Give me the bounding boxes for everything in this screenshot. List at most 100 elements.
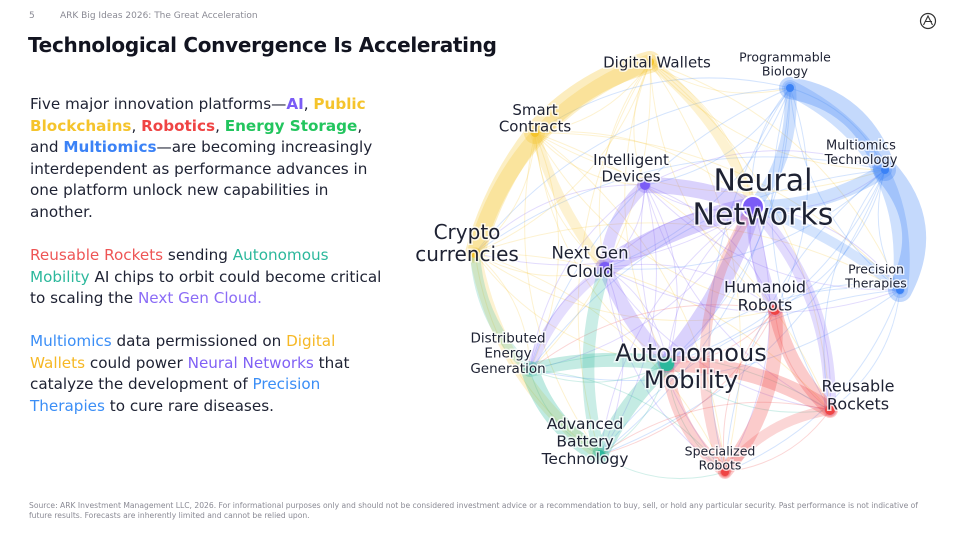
edge-wallets-contracts: [534, 61, 651, 134]
p1-comma3: ,: [215, 116, 225, 135]
edge-humanoid-robots: [718, 303, 783, 479]
edge-devices-robots: [640, 184, 726, 473]
edge-crypto-battery: [474, 252, 601, 456]
p3-multiomics: Multiomics: [30, 332, 112, 350]
node-label-multitech: Multiomics Technology: [824, 138, 898, 168]
edge-devices-neural: [644, 184, 754, 211]
p3-neural: Neural Networks: [187, 353, 314, 372]
edge-precision-energygen: [529, 289, 901, 381]
deck-title: ARK Big Ideas 2026: The Great Accelerati…: [60, 11, 258, 21]
edge-wallets-cloud: [598, 61, 651, 269]
node-dot-multitech: [881, 166, 889, 174]
edge-energygen-battery: [521, 361, 609, 464]
edge-contracts-crypto: [474, 132, 536, 254]
edge-contracts-energygen: [529, 132, 560, 371]
p1-multiomics: Multiomics: [63, 138, 157, 157]
edge-precision-mobility: [666, 287, 901, 365]
node-dot-cloud: [599, 262, 611, 274]
edge-neural-battery: [599, 206, 754, 456]
edge-neural-mobility: [666, 206, 754, 365]
edge-cloud-mobility: [598, 261, 674, 371]
p1-intro: Five major innovation platforms—: [30, 95, 287, 113]
edge-crypto-humanoid: [474, 252, 776, 322]
edge-neural-mobility: [658, 198, 762, 373]
edge-wallets-multitech: [649, 61, 886, 171]
node-wallets: Digital Wallets: [602, 52, 713, 73]
edge-cloud-rockets: [604, 267, 831, 411]
edge-rockets-battery: [599, 401, 831, 456]
paragraph-multiomics: Multiomics data permissioned on Digital …: [30, 331, 390, 417]
edge-devices-energygen: [529, 184, 646, 371]
p2-cloud: Next Gen Cloud.: [137, 289, 262, 308]
node-dot-humanoid: [770, 305, 780, 315]
edge-cloud-battery: [599, 267, 624, 456]
node-rockets: Reusable Rockets: [820, 375, 896, 415]
edge-neural-crypto: [474, 206, 754, 266]
p1-ai: AI: [286, 95, 304, 113]
p3-wallets: Digital Wallets: [30, 332, 336, 372]
node-label-humanoid: Humanoid Robots: [724, 278, 806, 315]
node-dot-wallets: [646, 58, 654, 66]
p1-robotics: Robotics: [141, 116, 216, 135]
edge-biology-devices: [644, 87, 791, 186]
edge-wallets-rockets: [649, 61, 831, 411]
edge-multitech-precision: [873, 158, 927, 302]
edge-devices-precision: [644, 184, 901, 291]
edge-mobility-battery: [599, 363, 668, 456]
edge-contracts-battery: [524, 132, 601, 456]
edge-contracts-devices: [534, 132, 646, 186]
node-dot-energygen: [526, 366, 534, 374]
ark-logo-icon: [919, 12, 937, 30]
edge-wallets-precision: [649, 61, 901, 291]
edge-crypto-robots: [474, 252, 726, 473]
node-contracts: Smart Contracts: [497, 99, 573, 137]
edge-multitech-robots: [724, 169, 886, 473]
edge-precision-battery: [599, 289, 901, 456]
edge-devices-crypto: [474, 184, 646, 254]
edge-energygen-mobility: [529, 363, 668, 383]
edge-neural-multitech: [746, 163, 892, 215]
edge-rockets-robots: [720, 405, 835, 477]
edge-biology-neural: [751, 87, 791, 208]
edge-contracts-neural: [534, 131, 754, 208]
p1-comma2: ,: [131, 116, 142, 135]
edge-neural-rockets: [747, 201, 837, 416]
edge-neural-robots: [724, 206, 771, 473]
edge-humanoid-rockets: [774, 309, 831, 411]
edge-cloud-robots: [604, 267, 726, 473]
edge-crypto-precision: [474, 222, 901, 291]
edge-wallets-crypto: [467, 54, 658, 261]
edge-wallets-robots: [649, 61, 741, 473]
node-dot-biology: [786, 84, 794, 92]
p2-t2: AI chips to orbit could become critical …: [30, 267, 382, 308]
edge-cloud-mobility: [604, 267, 668, 365]
edge-energygen-battery: [529, 369, 601, 456]
edge-multitech-cloud: [604, 169, 886, 270]
node-label-mobility: Autonomous Mobility: [615, 339, 766, 394]
node-label-robots: Specialized Robots: [685, 443, 756, 472]
edge-biology-robots: [708, 87, 791, 473]
edge-humanoid-robots: [722, 309, 776, 473]
edge-wallets-humanoid: [649, 61, 776, 311]
edge-neural-precision: [748, 202, 905, 295]
p2-t1: sending: [163, 246, 233, 264]
node-label-biology: Programmable Biology: [739, 49, 831, 78]
edge-battery-robots: [599, 454, 726, 480]
node-dot-battery: [595, 450, 605, 460]
node-robots: Specialized Robots: [683, 442, 757, 476]
edge-devices-rockets: [644, 184, 831, 411]
edge-humanoid-rockets: [768, 303, 837, 417]
edge-neural-cloud: [595, 197, 763, 278]
node-biology: Programmable Biology: [738, 48, 833, 92]
edge-wallets-battery: [577, 61, 651, 456]
edge-crypto-energygen: [470, 248, 535, 375]
edge-neural-multitech: [752, 169, 886, 210]
edge-biology-rockets: [771, 87, 831, 411]
p3-t4: to cure rare diseases.: [104, 396, 274, 415]
node-label-precision: Precision Therapies: [844, 261, 907, 290]
node-dot-mobility: [660, 357, 674, 371]
edge-precision-humanoid: [774, 283, 901, 311]
edge-energygen-rockets: [529, 353, 831, 411]
node-dot-neural: [741, 195, 765, 219]
p2-rockets: Reusable Rockets: [30, 246, 164, 264]
